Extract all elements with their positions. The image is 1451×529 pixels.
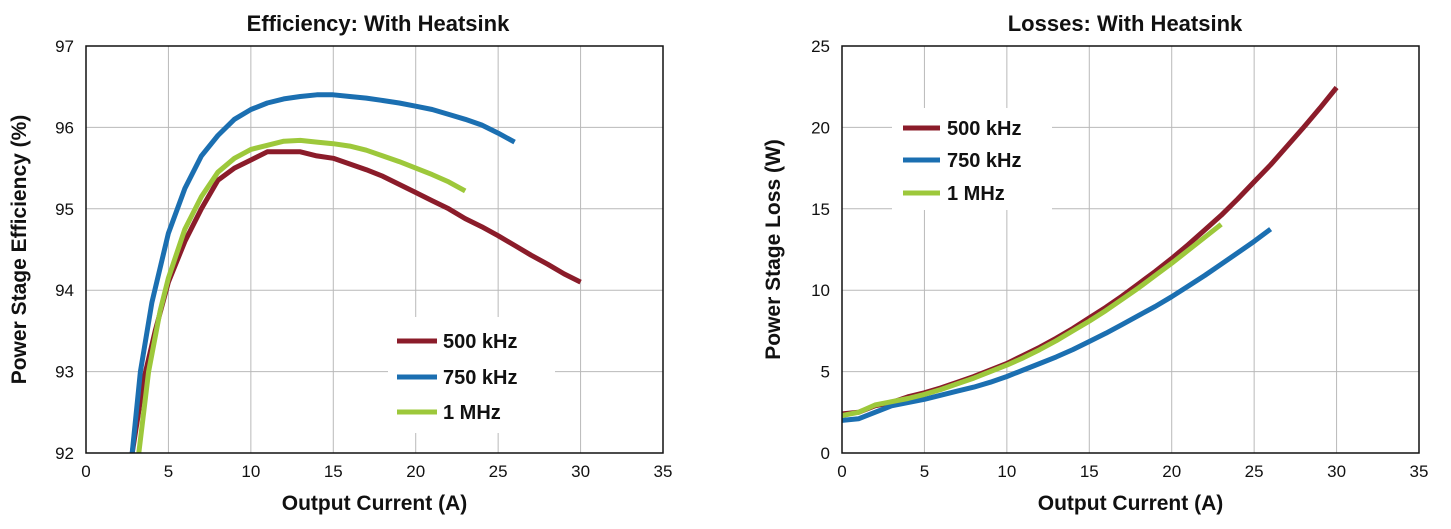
x-tick-label: 15 (1080, 462, 1099, 481)
legend-label: 750 kHz (947, 150, 1022, 172)
x-axis-label: Output Current (A) (1038, 492, 1223, 515)
y-tick-label: 92 (55, 444, 74, 463)
series-line-1-mhz (136, 137, 467, 453)
chart-1: 0 5 10 15 20 25 30 35 92 93 94 95 96 97 Efficiency: Wi… (8, 11, 672, 515)
y-tick-label: 95 (55, 200, 74, 219)
y-tick-label: 0 (821, 444, 830, 463)
y-tick-label: 25 (811, 37, 830, 56)
series-line-500-khz (129, 149, 582, 453)
chart-title: Losses: With Heatsink (1008, 11, 1243, 36)
x-tick-label: 15 (324, 462, 343, 481)
y-tick-label: 5 (821, 363, 830, 382)
legend-label: 500 kHz (443, 331, 518, 353)
x-tick-label: 20 (406, 462, 425, 481)
x-tick-label: 0 (81, 462, 90, 481)
y-tick-label: 96 (55, 118, 74, 137)
legend-label: 750 kHz (443, 367, 518, 389)
x-tick-label: 35 (654, 462, 673, 481)
x-tick-label: 10 (241, 462, 260, 481)
x-tick-label: 25 (489, 462, 508, 481)
x-tick-label: 25 (1245, 462, 1264, 481)
x-tick-label: 10 (997, 462, 1016, 481)
series-line-750-khz (842, 227, 1273, 423)
y-axis-label: Power Stage Loss (W) (762, 139, 785, 360)
legend-label: 1 MHz (947, 183, 1005, 205)
x-tick-label: 5 (164, 462, 173, 481)
x-tick-label: 5 (920, 462, 929, 481)
plot-frame (841, 45, 1420, 454)
legend: 500 kHz 750 kHz 1 MHz (892, 108, 1052, 210)
series-line-1-mhz (842, 222, 1223, 419)
x-tick-label: 35 (1410, 462, 1429, 481)
legend-label: 1 MHz (443, 402, 501, 424)
y-tick-label: 10 (811, 281, 830, 300)
y-axis-label: Power Stage Efficiency (%) (8, 115, 31, 385)
plot-frame (85, 45, 664, 454)
y-tick-label: 15 (811, 200, 830, 219)
legend-label: 500 kHz (947, 118, 1022, 140)
legend: 500 kHz 750 kHz 1 MHz (388, 317, 555, 433)
x-tick-label: 30 (1327, 462, 1346, 481)
y-tick-label: 94 (55, 281, 74, 300)
chart-title: Efficiency: With Heatsink (247, 11, 510, 36)
y-tick-label: 97 (55, 37, 74, 56)
y-tick-label: 20 (811, 118, 830, 137)
chart-2: 0 5 10 15 20 25 30 35 0 5 10 15 20 25 Losses: With Hea… (762, 11, 1428, 515)
x-tick-label: 0 (837, 462, 846, 481)
x-tick-label: 30 (571, 462, 590, 481)
series-line-750-khz (129, 92, 516, 453)
x-axis-label: Output Current (A) (282, 492, 467, 515)
x-tick-label: 20 (1162, 462, 1181, 481)
y-tick-label: 93 (55, 363, 74, 382)
